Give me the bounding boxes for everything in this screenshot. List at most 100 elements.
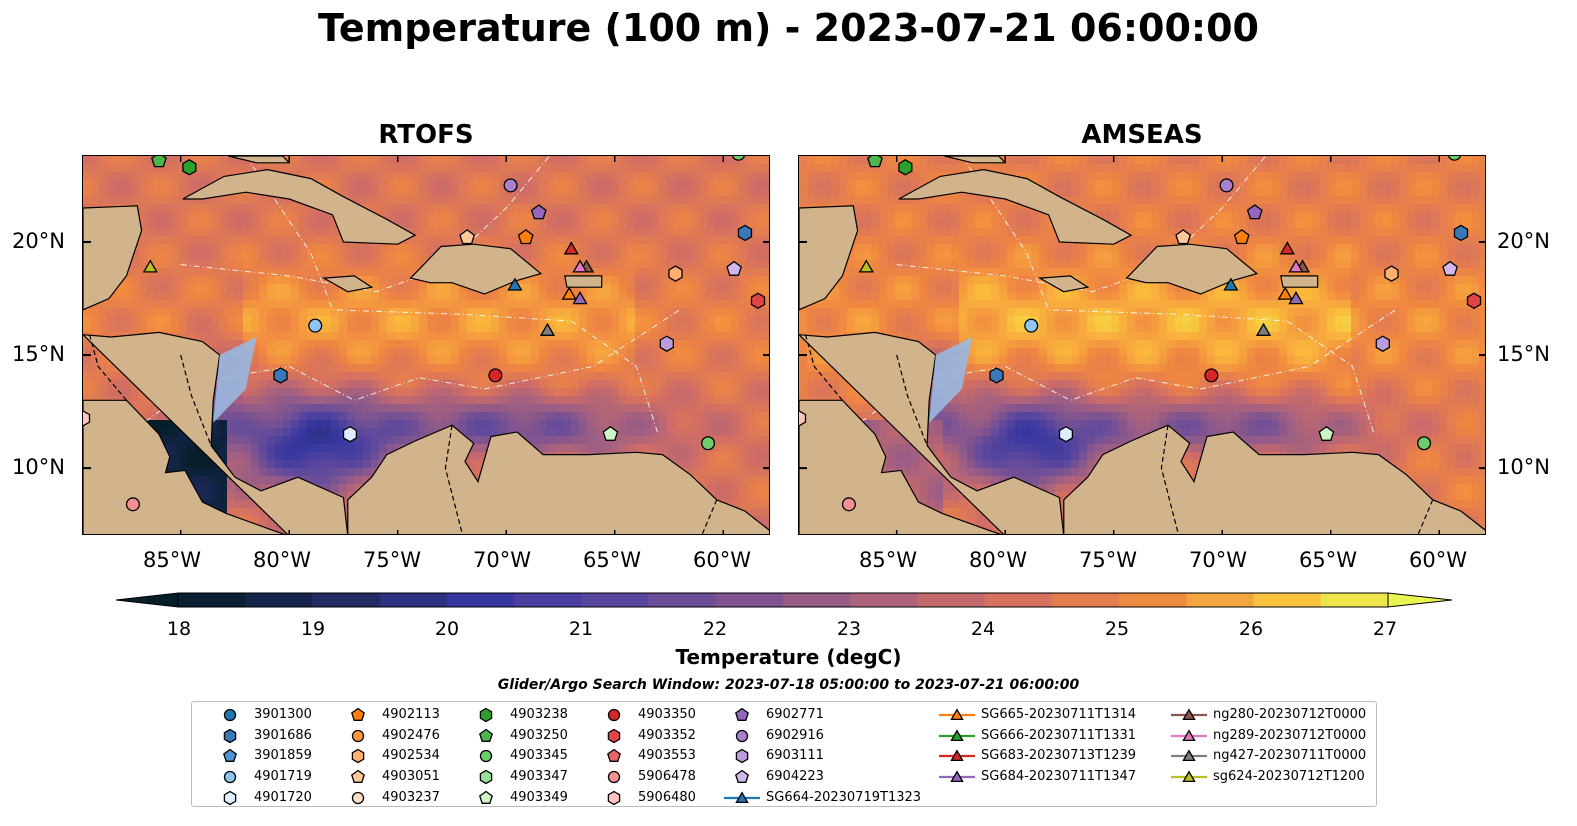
map-marker-hexagon[interactable] — [1466, 292, 1482, 310]
map-marker-hexagon[interactable] — [273, 367, 288, 384]
map-marker-hexagon[interactable] — [1453, 224, 1469, 242]
legend-marker-circle[interactable] — [223, 770, 237, 784]
legend-marker-pentagon[interactable] — [735, 769, 749, 784]
legend-marker-circle[interactable] — [607, 770, 621, 784]
legend-marker-triangle[interactable] — [1182, 770, 1196, 783]
legend-marker-hexagon[interactable] — [607, 728, 621, 743]
legend-marker-triangle[interactable] — [1182, 749, 1196, 762]
map-marker-triangle[interactable] — [858, 259, 874, 273]
map-marker-triangle[interactable] — [1255, 322, 1272, 336]
map-marker-circle[interactable] — [701, 436, 716, 451]
map-marker-triangle[interactable] — [572, 259, 588, 273]
map-marker-circle[interactable] — [1024, 318, 1039, 333]
legend-marker-triangle[interactable] — [1182, 729, 1196, 741]
map-marker-pentagon[interactable] — [1442, 260, 1458, 276]
map-marker-pentagon[interactable] — [151, 156, 167, 168]
map-marker-triangle[interactable] — [1277, 286, 1293, 300]
map-panel-rtofs[interactable] — [82, 155, 770, 535]
map-marker-hexagon[interactable] — [898, 159, 913, 176]
legend-marker-hexagon[interactable] — [735, 749, 749, 764]
map-marker-hexagon[interactable] — [659, 335, 674, 352]
map-marker-circle[interactable] — [125, 497, 140, 512]
legend-label: ng280-20230712T0000 — [1213, 707, 1367, 722]
map-marker-hexagon[interactable] — [1375, 335, 1390, 352]
map-marker-pentagon[interactable] — [1246, 204, 1263, 220]
legend-marker-circle[interactable] — [351, 729, 365, 742]
landmass-puerto-rico — [1280, 275, 1319, 288]
map-marker-circle[interactable] — [488, 368, 503, 383]
map-marker-circle[interactable] — [503, 178, 518, 193]
map-marker-circle[interactable] — [308, 318, 323, 333]
map-marker-triangle[interactable] — [572, 290, 588, 305]
legend-marker-pentagon[interactable] — [479, 728, 493, 742]
map-marker-triangle[interactable] — [563, 241, 579, 255]
legend-marker-circle[interactable] — [223, 708, 237, 722]
map-marker-hexagon[interactable] — [182, 159, 197, 176]
legend-label: 6903111 — [766, 748, 824, 764]
legend-marker-pentagon[interactable] — [607, 749, 621, 763]
map-marker-circle[interactable] — [1204, 368, 1219, 383]
map-marker-hexagon[interactable] — [342, 425, 358, 443]
map-marker-pentagon[interactable] — [530, 204, 547, 220]
legend-marker-pentagon[interactable] — [735, 707, 749, 721]
map-marker-pentagon[interactable] — [517, 229, 534, 245]
legend-marker-triangle[interactable] — [950, 770, 964, 783]
map-marker-hexagon[interactable] — [750, 292, 766, 310]
map-marker-circle[interactable] — [1447, 156, 1462, 161]
landmass-samerica — [1063, 424, 1485, 534]
legend-marker-circle[interactable] — [607, 708, 621, 722]
map-marker-pentagon[interactable] — [867, 156, 883, 168]
map-marker-triangle[interactable] — [1288, 259, 1304, 273]
map-marker-triangle[interactable] — [539, 322, 556, 336]
map-marker-hexagon[interactable] — [83, 410, 91, 427]
map-marker-triangle[interactable] — [1288, 290, 1304, 305]
map-marker-triangle[interactable] — [507, 277, 523, 291]
map-marker-circle[interactable] — [1417, 436, 1432, 451]
map-marker-hexagon[interactable] — [799, 410, 807, 427]
legend-label: SG684-20230711T1347 — [981, 769, 1137, 785]
legend-marker-triangle[interactable] — [950, 729, 964, 741]
legend-label: 4902534 — [382, 748, 440, 764]
legend-marker-triangle[interactable] — [950, 749, 964, 762]
map-marker-hexagon[interactable] — [989, 367, 1004, 384]
legend-marker-hexagon[interactable] — [479, 707, 493, 723]
map-marker-triangle[interactable] — [1223, 277, 1239, 291]
lat-label-10n-right: 10°N — [1497, 455, 1550, 479]
map-marker-triangle[interactable] — [1279, 241, 1295, 255]
map-marker-pentagon[interactable] — [726, 260, 742, 276]
map-marker-pentagon[interactable] — [602, 425, 619, 441]
legend-marker-triangle[interactable] — [1182, 708, 1196, 721]
legend-marker-hexagon[interactable] — [351, 749, 365, 764]
legend-marker-pentagon[interactable] — [223, 749, 237, 763]
map-panel-amseas[interactable] — [798, 155, 1486, 535]
legend-marker-triangle[interactable] — [950, 708, 964, 721]
legend-marker-hexagon[interactable] — [223, 790, 237, 806]
legend-marker-circle[interactable] — [479, 750, 493, 763]
legend-marker-triangle[interactable] — [735, 791, 749, 803]
map-marker-circle[interactable] — [731, 156, 746, 161]
map-marker-pentagon[interactable] — [1175, 229, 1192, 245]
map-marker-hexagon[interactable] — [1058, 425, 1074, 443]
map-marker-hexagon[interactable] — [668, 265, 683, 282]
legend-label: 4903051 — [382, 769, 440, 785]
legend-marker-hexagon[interactable] — [607, 790, 621, 806]
colorbar-tick: 21 — [568, 618, 594, 640]
map-marker-pentagon[interactable] — [1233, 229, 1250, 245]
map-marker-circle[interactable] — [1219, 178, 1234, 193]
map-marker-circle[interactable] — [841, 497, 856, 512]
map-marker-triangle[interactable] — [142, 259, 158, 273]
legend-marker-pentagon[interactable] — [351, 769, 365, 784]
legend-marker-circle[interactable] — [351, 791, 365, 804]
legend-label: 3901300 — [254, 707, 312, 722]
legend-marker-pentagon[interactable] — [479, 790, 493, 804]
map-marker-triangle[interactable] — [561, 286, 577, 300]
legend-marker-pentagon[interactable] — [351, 707, 365, 721]
map-marker-hexagon[interactable] — [1384, 265, 1399, 282]
legend-marker-circle[interactable] — [735, 729, 749, 742]
map-marker-pentagon[interactable] — [1318, 425, 1335, 441]
map-marker-pentagon[interactable] — [459, 229, 476, 245]
legend-marker-hexagon[interactable] — [223, 728, 237, 743]
map-marker-hexagon[interactable] — [737, 224, 753, 242]
lon-label-80w: 80°W — [253, 548, 311, 572]
legend-marker-hexagon[interactable] — [479, 769, 493, 785]
